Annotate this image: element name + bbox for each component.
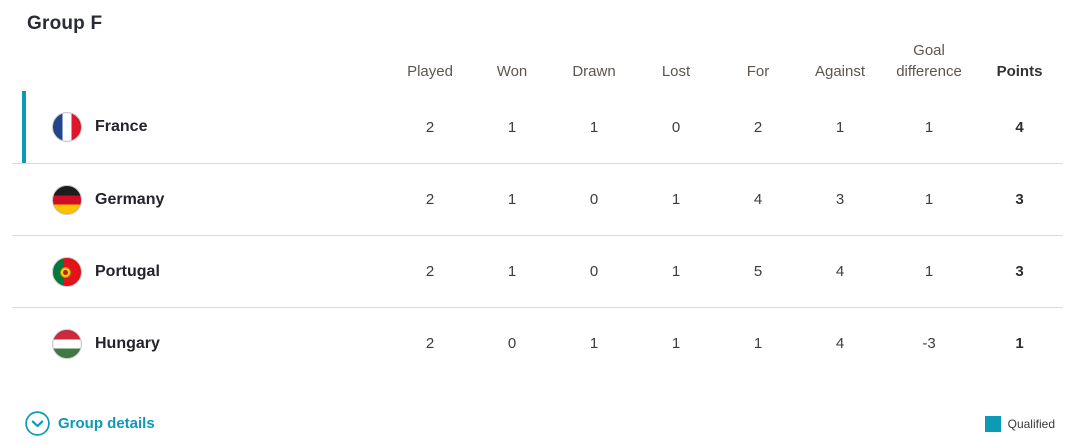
- lost-value: 0: [671, 118, 681, 136]
- for-value: 4: [753, 191, 763, 208]
- france-flag-icon: [52, 112, 82, 142]
- column-header-won: Won: [496, 63, 528, 80]
- lost-value: 1: [671, 263, 681, 280]
- portugal-flag-icon: [52, 256, 82, 287]
- points-value: 4: [1015, 118, 1024, 136]
- table-row: Portugal 2 1 0 1 5 4 1 3: [12, 235, 1063, 307]
- column-header-lost: Lost: [661, 63, 691, 80]
- table-row: Hungary 2 0 1 1 1 4 -3 1: [12, 307, 1063, 379]
- points-value: 1: [1015, 335, 1024, 352]
- against-value: 4: [835, 263, 845, 280]
- for-value: 5: [753, 263, 763, 280]
- portugal-emblem: [60, 266, 71, 278]
- goal-difference-value: 1: [924, 191, 934, 208]
- for-value: 2: [753, 118, 763, 136]
- group-details-button[interactable]: Group details: [25, 411, 155, 436]
- team-cell: Germany: [12, 184, 389, 215]
- team-cell: France: [12, 112, 389, 142]
- germany-flag-icon: [52, 184, 82, 215]
- against-value: 3: [835, 191, 845, 208]
- table-footer: Group details Qualified: [25, 411, 1055, 436]
- hungary-flag-icon: [52, 328, 82, 359]
- points-value: 3: [1015, 263, 1024, 280]
- for-value: 1: [753, 335, 763, 352]
- won-value: 1: [507, 118, 517, 136]
- column-header-for: For: [746, 63, 770, 80]
- qualified-legend: Qualified: [984, 415, 1055, 432]
- table-header-row: Played Won Drawn Lost For Against Goal d…: [12, 39, 1063, 91]
- played-value: 2: [425, 191, 435, 208]
- drawn-value: 0: [589, 191, 599, 208]
- qualified-indicator-bar: [22, 91, 26, 163]
- group-standings-panel: Group F Played Won Drawn Lost For Agains…: [0, 13, 1078, 446]
- played-value: 2: [425, 263, 435, 280]
- column-header-played: Played: [407, 63, 453, 80]
- won-value: 1: [507, 191, 517, 208]
- goal-difference-value: -3: [922, 335, 936, 352]
- goal-difference-value: 1: [924, 263, 934, 280]
- page-title: Group F: [27, 13, 103, 34]
- group-details-label: Group details: [58, 415, 155, 432]
- column-header-goal-difference: Goal difference: [896, 42, 962, 80]
- lost-value: 1: [671, 335, 681, 352]
- chevron-down-circle-icon: [25, 411, 50, 436]
- column-header-drawn: Drawn: [572, 63, 616, 80]
- goal-difference-value: 1: [924, 118, 934, 136]
- team-cell: Hungary: [12, 328, 389, 359]
- drawn-value: 1: [589, 118, 599, 136]
- team-link-portugal[interactable]: Portugal: [95, 262, 160, 280]
- played-value: 2: [425, 118, 435, 136]
- won-value: 0: [507, 335, 517, 352]
- column-header-points: Points: [996, 63, 1043, 80]
- drawn-value: 0: [589, 263, 599, 280]
- qualified-legend-label: Qualified: [1007, 416, 1055, 431]
- against-value: 1: [835, 118, 845, 136]
- lost-value: 1: [671, 191, 681, 208]
- team-cell: Portugal: [12, 256, 389, 287]
- column-header-against: Against: [814, 63, 866, 80]
- qualified-swatch-icon: [984, 415, 1001, 432]
- table-row: France 2 1 1 0 2 1 1 4: [12, 91, 1063, 163]
- team-link-germany[interactable]: Germany: [95, 190, 165, 208]
- against-value: 4: [835, 335, 845, 352]
- points-value: 3: [1015, 191, 1024, 208]
- team-link-france[interactable]: France: [95, 118, 148, 135]
- won-value: 1: [507, 263, 517, 280]
- table-row: Germany 2 1 0 1 4 3 1 3: [12, 163, 1063, 235]
- drawn-value: 1: [589, 335, 599, 352]
- team-link-hungary[interactable]: Hungary: [95, 334, 160, 352]
- standings-table: Played Won Drawn Lost For Against Goal d…: [12, 39, 1063, 379]
- played-value: 2: [425, 335, 435, 352]
